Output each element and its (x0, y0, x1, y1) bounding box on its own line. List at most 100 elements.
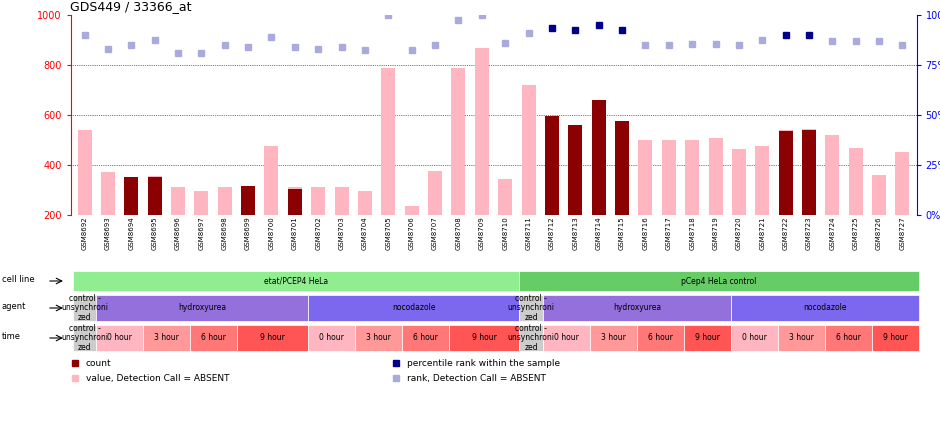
Bar (849, 147, 863, 215)
Bar (237, 325, 308, 351)
Text: 9 hour: 9 hour (883, 334, 908, 343)
Bar (591, 100, 605, 215)
Bar (615, 140, 629, 215)
Text: hydroxyurea: hydroxyurea (613, 303, 661, 313)
Bar (218, 187, 232, 215)
Text: count: count (86, 359, 111, 368)
Bar (591, 121, 605, 215)
Bar (778, 130, 792, 215)
Bar (872, 325, 918, 351)
Bar (405, 206, 418, 215)
Bar (288, 189, 302, 215)
Text: 0 hour: 0 hour (107, 334, 133, 343)
Bar (802, 130, 816, 215)
Bar (778, 131, 792, 215)
Bar (569, 125, 582, 215)
Bar (825, 135, 839, 215)
Bar (96, 325, 144, 351)
Bar (498, 179, 512, 215)
Text: etat/PCEP4 HeLa: etat/PCEP4 HeLa (264, 276, 328, 285)
Bar (475, 48, 489, 215)
Bar (311, 187, 325, 215)
Text: 9 hour: 9 hour (695, 334, 720, 343)
Bar (637, 325, 683, 351)
Bar (451, 67, 465, 215)
Text: hydroxyurea: hydroxyurea (178, 303, 227, 313)
Bar (148, 178, 162, 215)
Text: value, Detection Call = ABSENT: value, Detection Call = ABSENT (86, 374, 229, 383)
Bar (335, 187, 349, 215)
Bar (428, 171, 442, 215)
Bar (543, 325, 590, 351)
Bar (755, 146, 769, 215)
Bar (241, 186, 255, 215)
Text: agent: agent (2, 302, 26, 311)
Text: 6 hour: 6 hour (201, 334, 227, 343)
Bar (731, 295, 918, 321)
Bar (73, 325, 96, 351)
Bar (124, 180, 138, 215)
Text: 0 hour: 0 hour (319, 334, 344, 343)
Text: control -
unsynchroni
zed: control - unsynchroni zed (61, 324, 108, 352)
Bar (522, 85, 536, 215)
Bar (382, 67, 396, 215)
Bar (101, 173, 115, 215)
Text: nocodazole: nocodazole (803, 303, 847, 313)
Bar (402, 325, 449, 351)
Bar (124, 178, 138, 215)
Text: 6 hour: 6 hour (836, 334, 861, 343)
Bar (288, 187, 302, 215)
Text: control -
unsynchroni
zed: control - unsynchroni zed (508, 294, 555, 322)
Text: 3 hour: 3 hour (789, 334, 814, 343)
Bar (520, 325, 543, 351)
Bar (171, 187, 185, 215)
Bar (590, 325, 636, 351)
Text: 3 hour: 3 hour (366, 334, 391, 343)
Bar (264, 146, 278, 215)
Text: control -
unsynchroni
zed: control - unsynchroni zed (508, 324, 555, 352)
Bar (684, 325, 731, 351)
Text: cell line: cell line (2, 275, 35, 285)
Bar (662, 140, 676, 215)
Bar (545, 116, 559, 215)
Bar (355, 325, 402, 351)
Text: percentile rank within the sample: percentile rank within the sample (407, 359, 560, 368)
Bar (449, 325, 519, 351)
Bar (543, 295, 731, 321)
Text: time: time (2, 332, 21, 341)
Bar (802, 129, 816, 215)
Text: 9 hour: 9 hour (472, 334, 496, 343)
Text: 9 hour: 9 hour (260, 334, 285, 343)
Text: 6 hour: 6 hour (413, 334, 438, 343)
Bar (308, 325, 355, 351)
Bar (731, 325, 777, 351)
Bar (638, 140, 652, 215)
Bar (143, 325, 191, 351)
Bar (241, 186, 255, 215)
Bar (685, 140, 699, 215)
Bar (872, 175, 886, 215)
Bar (191, 325, 237, 351)
Text: GDS449 / 33366_at: GDS449 / 33366_at (70, 0, 192, 13)
Bar (615, 121, 629, 215)
Bar (73, 271, 519, 291)
Text: 0 hour: 0 hour (742, 334, 767, 343)
Bar (545, 116, 559, 215)
Bar (73, 295, 96, 321)
Text: pCep4 HeLa control: pCep4 HeLa control (682, 276, 757, 285)
Bar (709, 138, 723, 215)
Bar (520, 295, 543, 321)
Text: 3 hour: 3 hour (601, 334, 626, 343)
Bar (148, 176, 162, 215)
Bar (825, 325, 871, 351)
Bar (358, 191, 372, 215)
Text: 0 hour: 0 hour (554, 334, 579, 343)
Bar (77, 130, 91, 215)
Text: 6 hour: 6 hour (648, 334, 673, 343)
Text: control -
unsynchroni
zed: control - unsynchroni zed (61, 294, 108, 322)
Bar (195, 191, 209, 215)
Bar (732, 149, 746, 215)
Bar (520, 271, 918, 291)
Bar (778, 325, 825, 351)
Text: rank, Detection Call = ABSENT: rank, Detection Call = ABSENT (407, 374, 546, 383)
